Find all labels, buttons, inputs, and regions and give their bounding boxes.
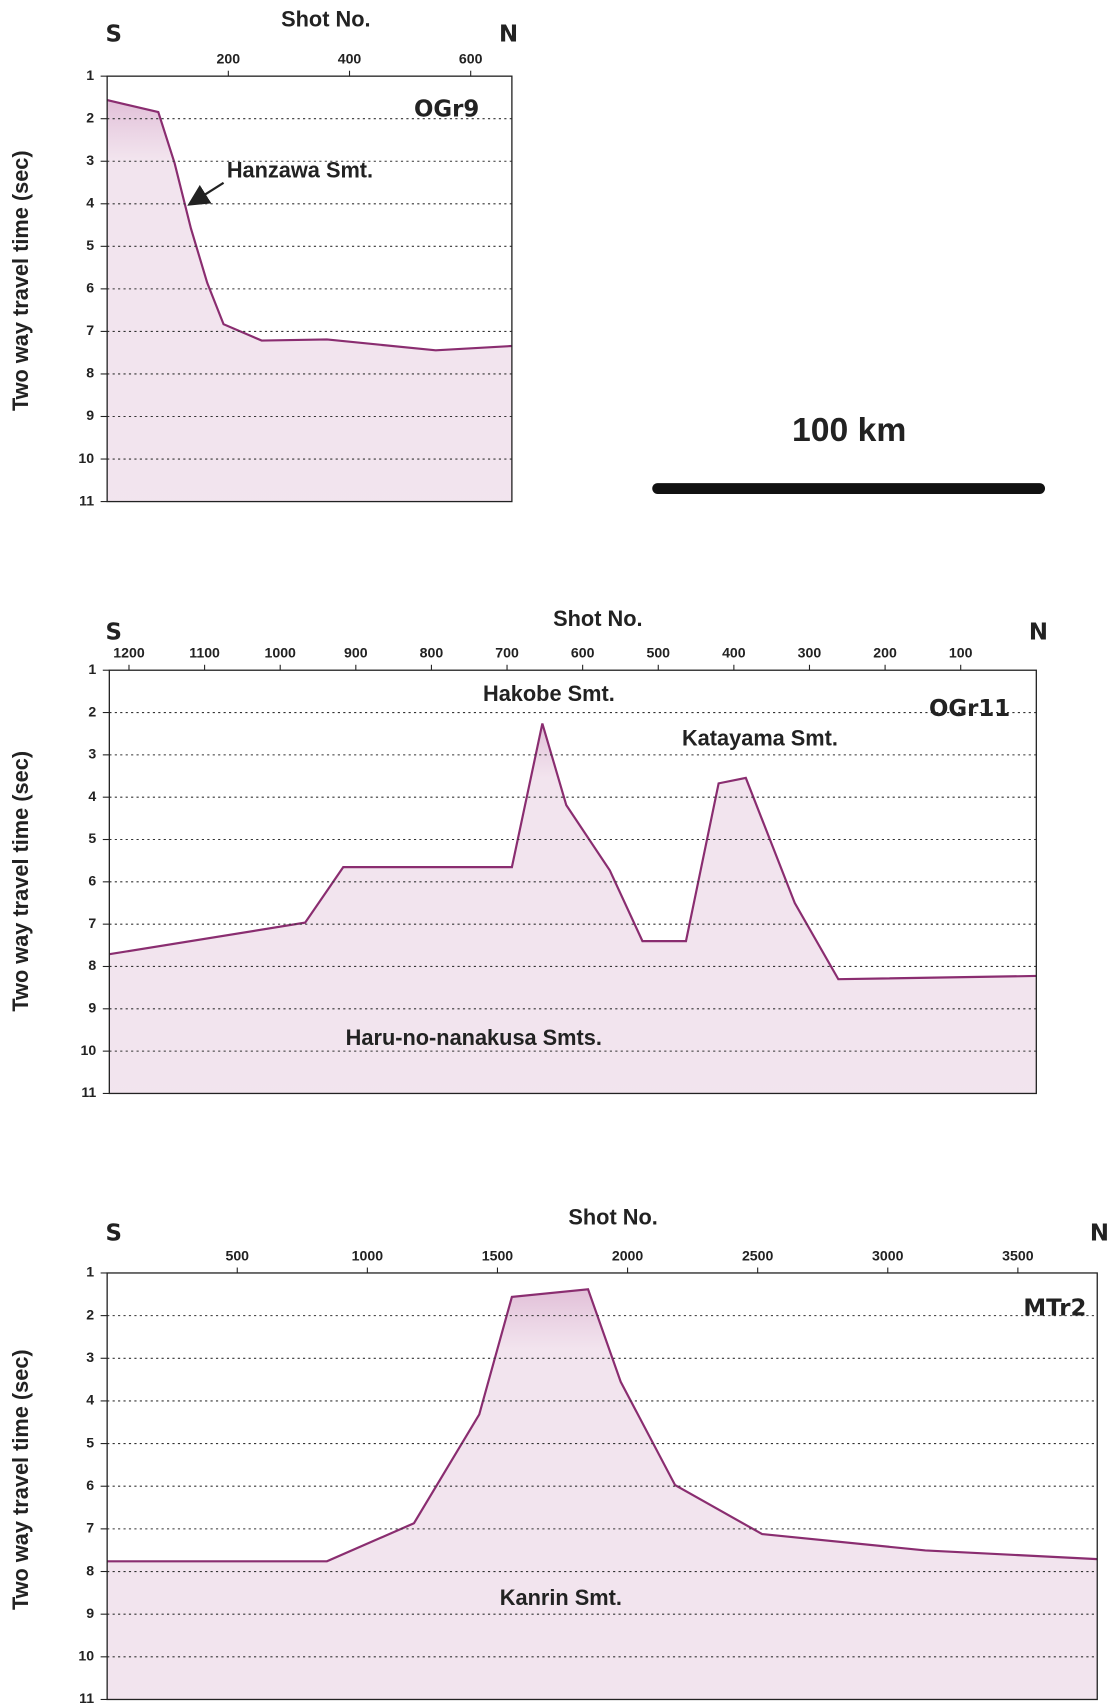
annotation: Katayama Smt. bbox=[682, 726, 838, 751]
annotation: Haru-no-nanakusa Smts. bbox=[346, 1025, 602, 1050]
line-name: MTr2 bbox=[1023, 1295, 1086, 1321]
x-tick-label: 3500 bbox=[1002, 1247, 1034, 1263]
y-tick-label: 1 bbox=[86, 67, 94, 83]
plot-frame bbox=[106, 75, 513, 503]
y-tick-label: 3 bbox=[86, 1349, 94, 1365]
direction-left: S bbox=[105, 620, 121, 646]
seismic-section bbox=[109, 723, 1037, 1094]
x-tick-label: 1000 bbox=[352, 1247, 384, 1263]
y-tick-label: 2 bbox=[86, 109, 94, 125]
x-tick-label: 900 bbox=[344, 645, 368, 661]
y-tick-label: 11 bbox=[81, 1084, 96, 1100]
y-tick-label: 10 bbox=[78, 1648, 94, 1664]
y-tick-label: 5 bbox=[86, 1434, 94, 1450]
x-axis-label: Shot No. bbox=[568, 1204, 657, 1229]
annotation: Hanzawa Smt. bbox=[227, 158, 373, 183]
y-tick-label: 9 bbox=[86, 1605, 94, 1621]
x-tick-label: 1500 bbox=[482, 1247, 514, 1263]
y-tick-label: 11 bbox=[79, 1690, 94, 1706]
y-tick-label: 7 bbox=[86, 322, 94, 338]
y-tick-label: 7 bbox=[86, 1520, 94, 1536]
y-tick-label: 8 bbox=[86, 365, 94, 381]
y-tick-label: 4 bbox=[86, 1392, 94, 1408]
y-tick-label: 3 bbox=[86, 152, 94, 168]
y-axis-label: Two way travel time (sec) bbox=[8, 751, 33, 1012]
y-tick-label: 1 bbox=[86, 1264, 94, 1280]
y-tick-label: 4 bbox=[86, 195, 94, 211]
y-axis-label: Two way travel time (sec) bbox=[8, 1349, 33, 1610]
direction-right: N bbox=[1029, 620, 1048, 646]
seafloor-reflector bbox=[107, 1288, 1098, 1563]
annotation-arrow bbox=[187, 181, 225, 206]
y-tick-label: 10 bbox=[81, 1042, 97, 1058]
x-tick-label: 1000 bbox=[264, 645, 296, 661]
line-name: OGr11 bbox=[929, 696, 1010, 722]
y-tick-label: 2 bbox=[86, 1306, 94, 1322]
x-tick-label: 3000 bbox=[872, 1247, 904, 1263]
seafloor-reflector bbox=[106, 99, 512, 352]
x-tick-label: 300 bbox=[798, 645, 822, 661]
plot-frame bbox=[106, 1272, 1098, 1701]
x-tick-label: 500 bbox=[225, 1247, 249, 1263]
y-tick-label: 8 bbox=[88, 957, 96, 973]
y-tick-label: 9 bbox=[86, 407, 94, 423]
direction-right: N bbox=[499, 21, 518, 47]
direction-right: N bbox=[1090, 1220, 1109, 1246]
x-tick-label: 1100 bbox=[189, 645, 220, 661]
x-tick-label: 600 bbox=[459, 51, 483, 67]
y-tick-label: 5 bbox=[88, 830, 96, 846]
x-tick-label: 400 bbox=[722, 645, 746, 661]
seismic-section bbox=[107, 100, 512, 502]
x-tick-label: 400 bbox=[338, 51, 362, 67]
y-axis-label: Two way travel time (sec) bbox=[8, 150, 33, 411]
y-tick-label: 2 bbox=[88, 703, 96, 719]
y-tick-label: 9 bbox=[88, 1000, 96, 1016]
y-tick-label: 5 bbox=[86, 237, 94, 253]
x-tick-label: 800 bbox=[420, 645, 444, 661]
direction-left: S bbox=[105, 1220, 121, 1246]
seismic-section bbox=[107, 1289, 1098, 1700]
y-tick-label: 7 bbox=[88, 915, 96, 931]
x-axis-label: Shot No. bbox=[553, 606, 642, 631]
direction-left: S bbox=[105, 21, 121, 47]
x-tick-label: 200 bbox=[217, 51, 241, 67]
line-name: OGr9 bbox=[414, 96, 479, 122]
y-tick-label: 3 bbox=[88, 746, 96, 762]
x-tick-label: 1200 bbox=[113, 645, 145, 661]
x-tick-label: 700 bbox=[495, 645, 519, 661]
plot-frame bbox=[108, 669, 1037, 1095]
scale-bar-label: 100 km bbox=[792, 411, 906, 449]
y-tick-label: 4 bbox=[88, 788, 96, 804]
y-tick-label: 6 bbox=[86, 280, 94, 296]
x-tick-label: 2500 bbox=[742, 1247, 774, 1263]
y-tick-label: 11 bbox=[79, 492, 94, 508]
annotation: Kanrin Smt. bbox=[500, 1585, 622, 1610]
x-axis-label: Shot No. bbox=[281, 6, 370, 31]
x-tick-label: 2000 bbox=[612, 1247, 644, 1263]
y-tick-label: 6 bbox=[86, 1477, 94, 1493]
x-tick-label: 600 bbox=[571, 645, 595, 661]
annotation: Hakobe Smt. bbox=[483, 681, 615, 706]
y-tick-label: 6 bbox=[88, 873, 96, 889]
x-tick-label: 200 bbox=[873, 645, 897, 661]
seafloor-reflector bbox=[109, 723, 1037, 981]
y-tick-label: 8 bbox=[86, 1562, 94, 1578]
x-tick-label: 100 bbox=[949, 645, 973, 661]
y-tick-label: 1 bbox=[88, 661, 96, 677]
x-tick-label: 500 bbox=[646, 645, 670, 661]
y-tick-label: 10 bbox=[78, 450, 94, 466]
